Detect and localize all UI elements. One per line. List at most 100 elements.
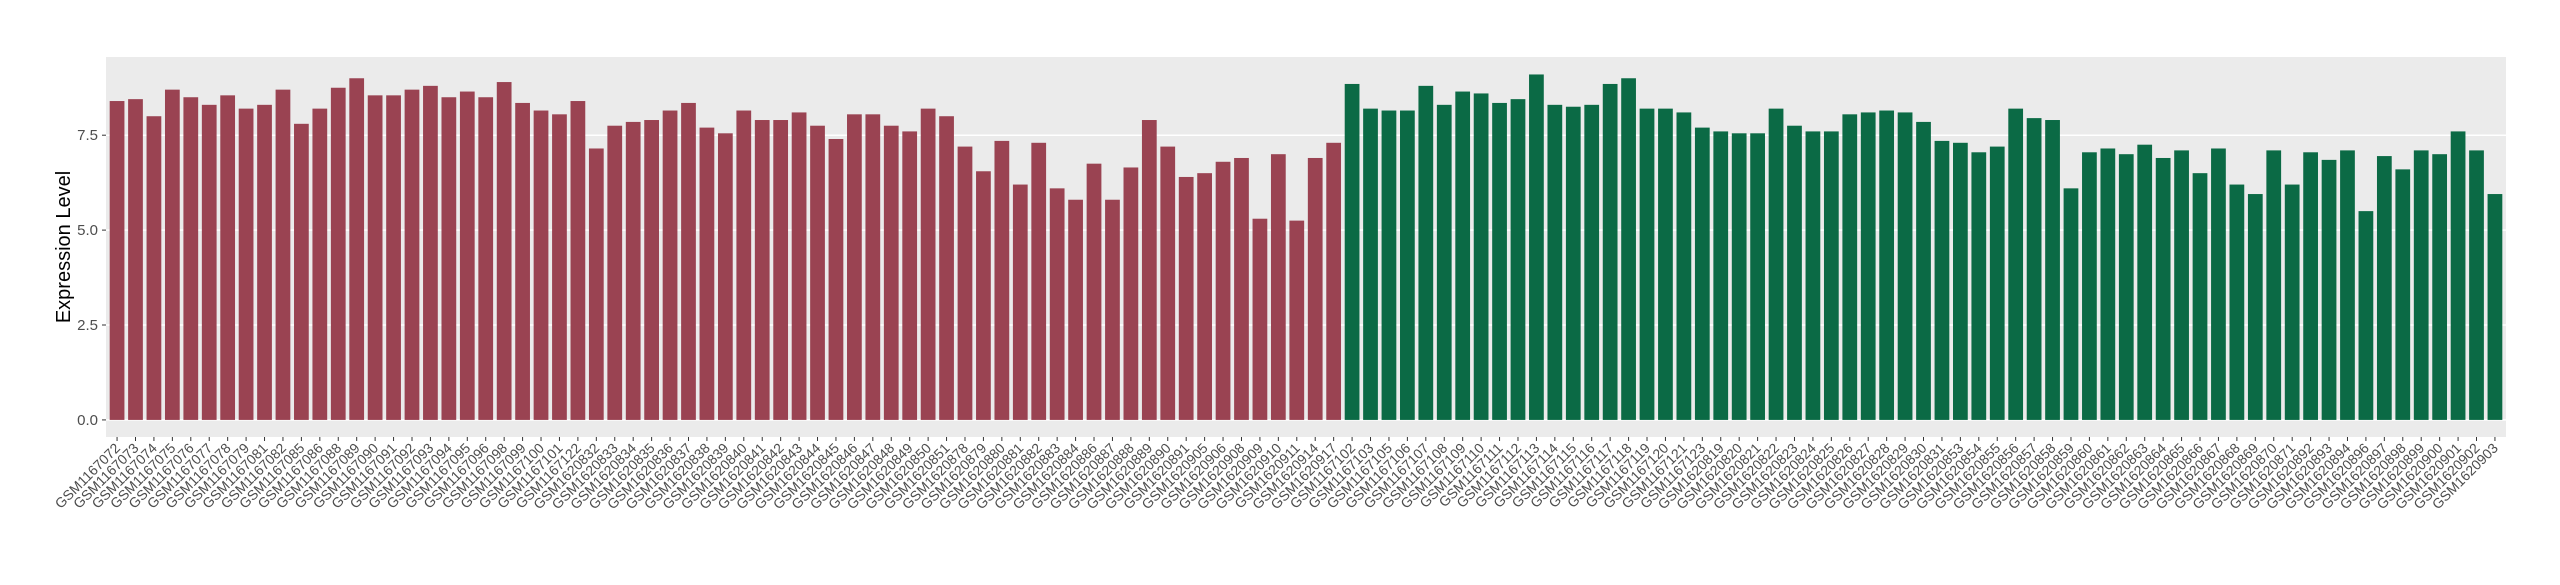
- bar: [1529, 74, 1544, 420]
- bar: [644, 120, 659, 420]
- bar: [754, 120, 770, 420]
- bar: [773, 120, 789, 420]
- bar: [1215, 161, 1231, 420]
- bar: [1031, 142, 1047, 420]
- bar: [1234, 157, 1249, 420]
- bar: [1953, 142, 1968, 420]
- bar: [2155, 157, 2171, 420]
- bar: [1989, 146, 2005, 420]
- bar: [828, 138, 844, 420]
- bar: [902, 131, 918, 420]
- bar: [330, 87, 346, 420]
- bar: [312, 108, 328, 420]
- y-axis-label: Expression Level: [53, 171, 75, 323]
- bar: [1584, 104, 1600, 420]
- bar: [883, 125, 899, 420]
- bar: [404, 89, 420, 420]
- bar: [2450, 131, 2466, 420]
- bar: [164, 89, 180, 420]
- bar: [681, 102, 696, 420]
- bar: [2413, 150, 2429, 420]
- bar: [1473, 93, 1489, 420]
- bar: [2469, 150, 2484, 420]
- bar: [1565, 106, 1581, 420]
- bar: [552, 114, 567, 420]
- bar: [2340, 150, 2355, 420]
- bar: [1787, 125, 1802, 420]
- bar: [810, 125, 825, 420]
- bar: [2229, 184, 2245, 420]
- bar: [1731, 133, 1747, 420]
- bar: [1602, 83, 1618, 420]
- bar: [1934, 140, 1950, 420]
- bar: [699, 127, 715, 420]
- bar: [1381, 110, 1397, 420]
- bar: [1842, 114, 1858, 420]
- bar: [2303, 152, 2318, 420]
- bar: [717, 133, 733, 420]
- bar: [1436, 104, 1452, 420]
- bar: [607, 125, 623, 420]
- y-tick-label: 0.0: [77, 412, 98, 429]
- bar: [847, 114, 862, 420]
- bar: [257, 104, 272, 420]
- bar: [957, 146, 973, 420]
- bar: [920, 108, 936, 420]
- bar: [2358, 211, 2374, 420]
- bar: [791, 112, 807, 420]
- bar: [1197, 173, 1212, 420]
- bar: [1768, 108, 1784, 420]
- bar: [1307, 157, 1323, 420]
- bar: [1750, 133, 1765, 420]
- bar: [2395, 169, 2411, 420]
- bar: [588, 148, 604, 420]
- bar: [994, 140, 1010, 420]
- bar: [441, 97, 457, 420]
- y-tick-label: 2.5: [77, 317, 98, 334]
- bar: [1160, 146, 1176, 420]
- bar: [1252, 218, 1268, 420]
- bar: [128, 99, 143, 420]
- bar: [939, 116, 954, 420]
- bar: [294, 123, 309, 420]
- bar: [1805, 131, 1821, 420]
- bar: [662, 110, 678, 420]
- bar: [1363, 108, 1378, 420]
- bar: [1418, 85, 1434, 420]
- bar: [496, 82, 512, 420]
- bar: [2432, 154, 2448, 420]
- bar: [1344, 83, 1360, 420]
- bar: [2211, 148, 2226, 420]
- bar: [2008, 108, 2024, 420]
- bar: [1049, 188, 1065, 420]
- bar: [275, 89, 291, 420]
- bar: [2192, 173, 2208, 420]
- bar: [478, 97, 494, 420]
- bar: [2487, 194, 2503, 420]
- bar: [238, 108, 254, 420]
- bar: [1492, 102, 1507, 420]
- bar: [1694, 127, 1710, 420]
- bar: [2284, 184, 2300, 420]
- bar: [2100, 148, 2116, 420]
- bar: [146, 116, 162, 420]
- bar: [1141, 120, 1157, 420]
- bar: [1289, 220, 1305, 420]
- bar: [1897, 112, 1913, 420]
- bar: [1639, 108, 1655, 420]
- bar: [2376, 156, 2392, 420]
- bar: [1178, 176, 1194, 420]
- bar: [349, 78, 365, 420]
- bar: [423, 85, 438, 420]
- bar: [1860, 112, 1876, 420]
- bar: [625, 121, 641, 420]
- bar: [2137, 144, 2153, 420]
- bar: [515, 102, 530, 420]
- bar: [1621, 78, 1636, 420]
- bar: [736, 110, 752, 420]
- bar: [220, 95, 236, 420]
- bar: [2063, 188, 2079, 420]
- bar: [183, 97, 199, 420]
